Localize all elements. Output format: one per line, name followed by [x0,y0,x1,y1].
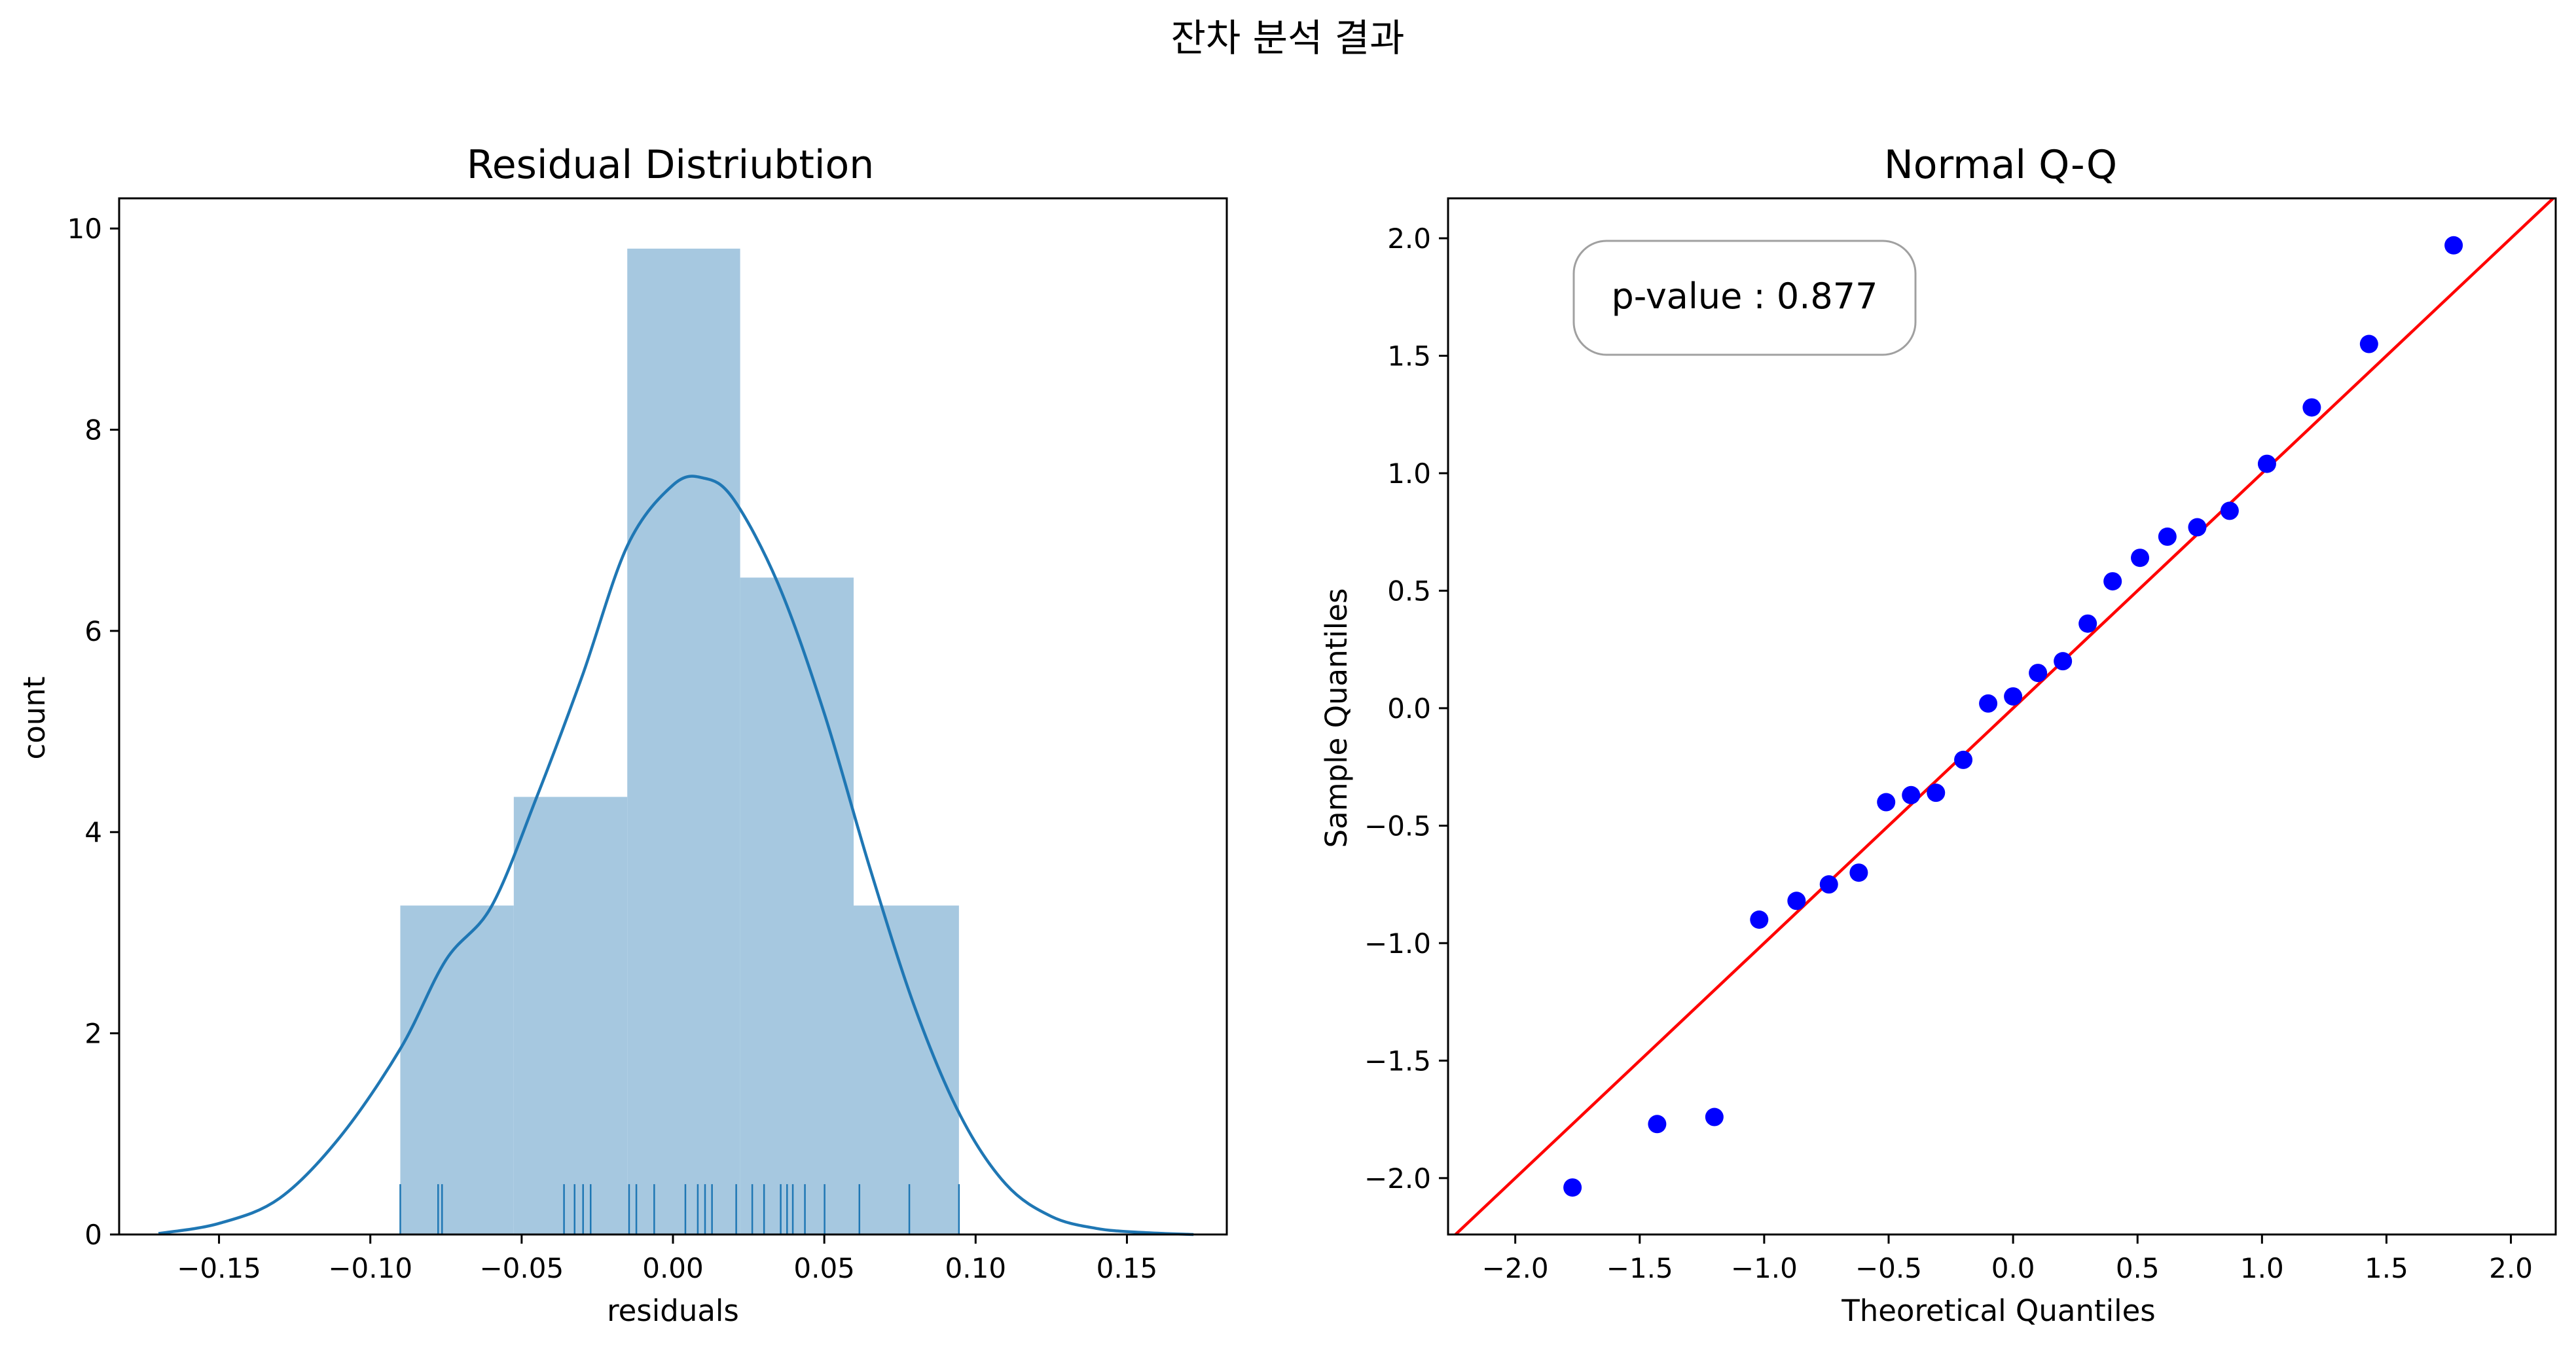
histogram-bar [853,905,959,1234]
qq-ylabel: Sample Quantiles [1319,588,1354,848]
qq-ytick-label: 1.5 [1387,340,1431,372]
qq-point [1750,910,1769,929]
hist-xtick-label: 0.05 [793,1252,855,1284]
qq-point [2188,518,2207,537]
qq-point [1979,694,1998,713]
qq-ytick-label: 0.0 [1387,693,1431,725]
hist-ytick-label: 2 [84,1018,102,1050]
qq-point [1787,892,1806,910]
histogram-bar [513,797,628,1234]
qq-point [2103,572,2122,591]
qq-xtick-label: 2.0 [2489,1252,2533,1284]
hist-xtick-label: −0.10 [328,1252,412,1284]
qq-point [1705,1108,1724,1126]
qq-ytick-label: 0.5 [1387,575,1431,607]
qq-point [1954,750,1973,769]
kde-curve [158,475,1194,1236]
hist-ytick-label: 4 [84,816,102,848]
p-value-annotation: p-value : 0.877 [1612,276,1878,317]
histogram-panel: Residual Distriubtion −0.15 −0.10 −0.05 0.0… [17,142,1228,1328]
qq-ytick-label: −1.5 [1364,1045,1431,1077]
qq-point [2029,664,2048,683]
reference-line [1453,198,2556,1234]
qq-ytick-label: −1.0 [1364,928,1431,960]
hist-ytick-label: 8 [84,414,102,446]
qq-point [1927,784,1946,802]
qq-point [1648,1115,1667,1134]
qq-xtick-label: −1.5 [1606,1252,1673,1284]
qq-panel: Normal Q-Q −2.0 −1.5 −1.0 −0.5 0.0 0.5 1.0 1.5 2… [1319,142,2557,1328]
qq-frame [1447,197,2557,1236]
hist-xtick-label: 0.15 [1097,1252,1158,1284]
qq-point [1849,863,1868,882]
qq-xtick-label: 0.5 [2116,1252,2160,1284]
qq-ytick-label: −2.0 [1364,1162,1431,1195]
hist-ytick-label: 6 [84,615,102,647]
qq-point [2131,549,2150,567]
hist-xtick-label: 0.00 [642,1252,704,1284]
hist-ytick-label: 0 [84,1219,102,1251]
qq-point [2004,687,2023,706]
qq-xtick-label: −1.0 [1731,1252,1798,1284]
qq-xtick-label: 0.0 [1991,1252,2035,1284]
qq-title: Normal Q-Q [1884,142,2117,188]
hist-xtick-label: −0.15 [177,1252,261,1284]
hist-ytick-label: 10 [67,213,102,245]
hist-xlabel: residuals [607,1293,739,1328]
hist-xtick-label: 0.10 [945,1252,1007,1284]
qq-point [2054,652,2073,671]
histogram-bar [400,905,514,1234]
qq-ytick-label: 2.0 [1387,223,1431,255]
qq-point [1819,875,1838,894]
qq-ytick-label: −0.5 [1364,810,1431,842]
qq-point [1877,793,1896,812]
qq-xtick-label: −0.5 [1855,1252,1922,1284]
p-value-box [1572,240,1917,356]
hist-ylabel: count [17,677,52,760]
hist-title: Residual Distriubtion [467,142,875,188]
qq-point [2359,334,2378,353]
qq-point [2158,527,2177,546]
qq-point [2257,454,2276,473]
qq-point [1563,1178,1582,1197]
qq-point [2444,236,2463,255]
qq-xtick-label: 1.5 [2365,1252,2408,1284]
qq-point [2302,398,2321,417]
figure-title: 잔차 분석 결과 [1170,16,1404,60]
qq-point [2078,614,2097,633]
qq-xtick-label: 1.0 [2240,1252,2284,1284]
qq-point [2220,501,2239,520]
qq-xlabel: Theoretical Quantiles [1841,1293,2156,1328]
histogram-bar [740,577,854,1234]
hist-xtick-label: −0.05 [479,1252,564,1284]
qq-ytick-label: 1.0 [1387,458,1431,490]
qq-point [1902,785,1921,804]
histogram-bar [627,248,740,1234]
qq-xtick-label: −2.0 [1482,1252,1549,1284]
